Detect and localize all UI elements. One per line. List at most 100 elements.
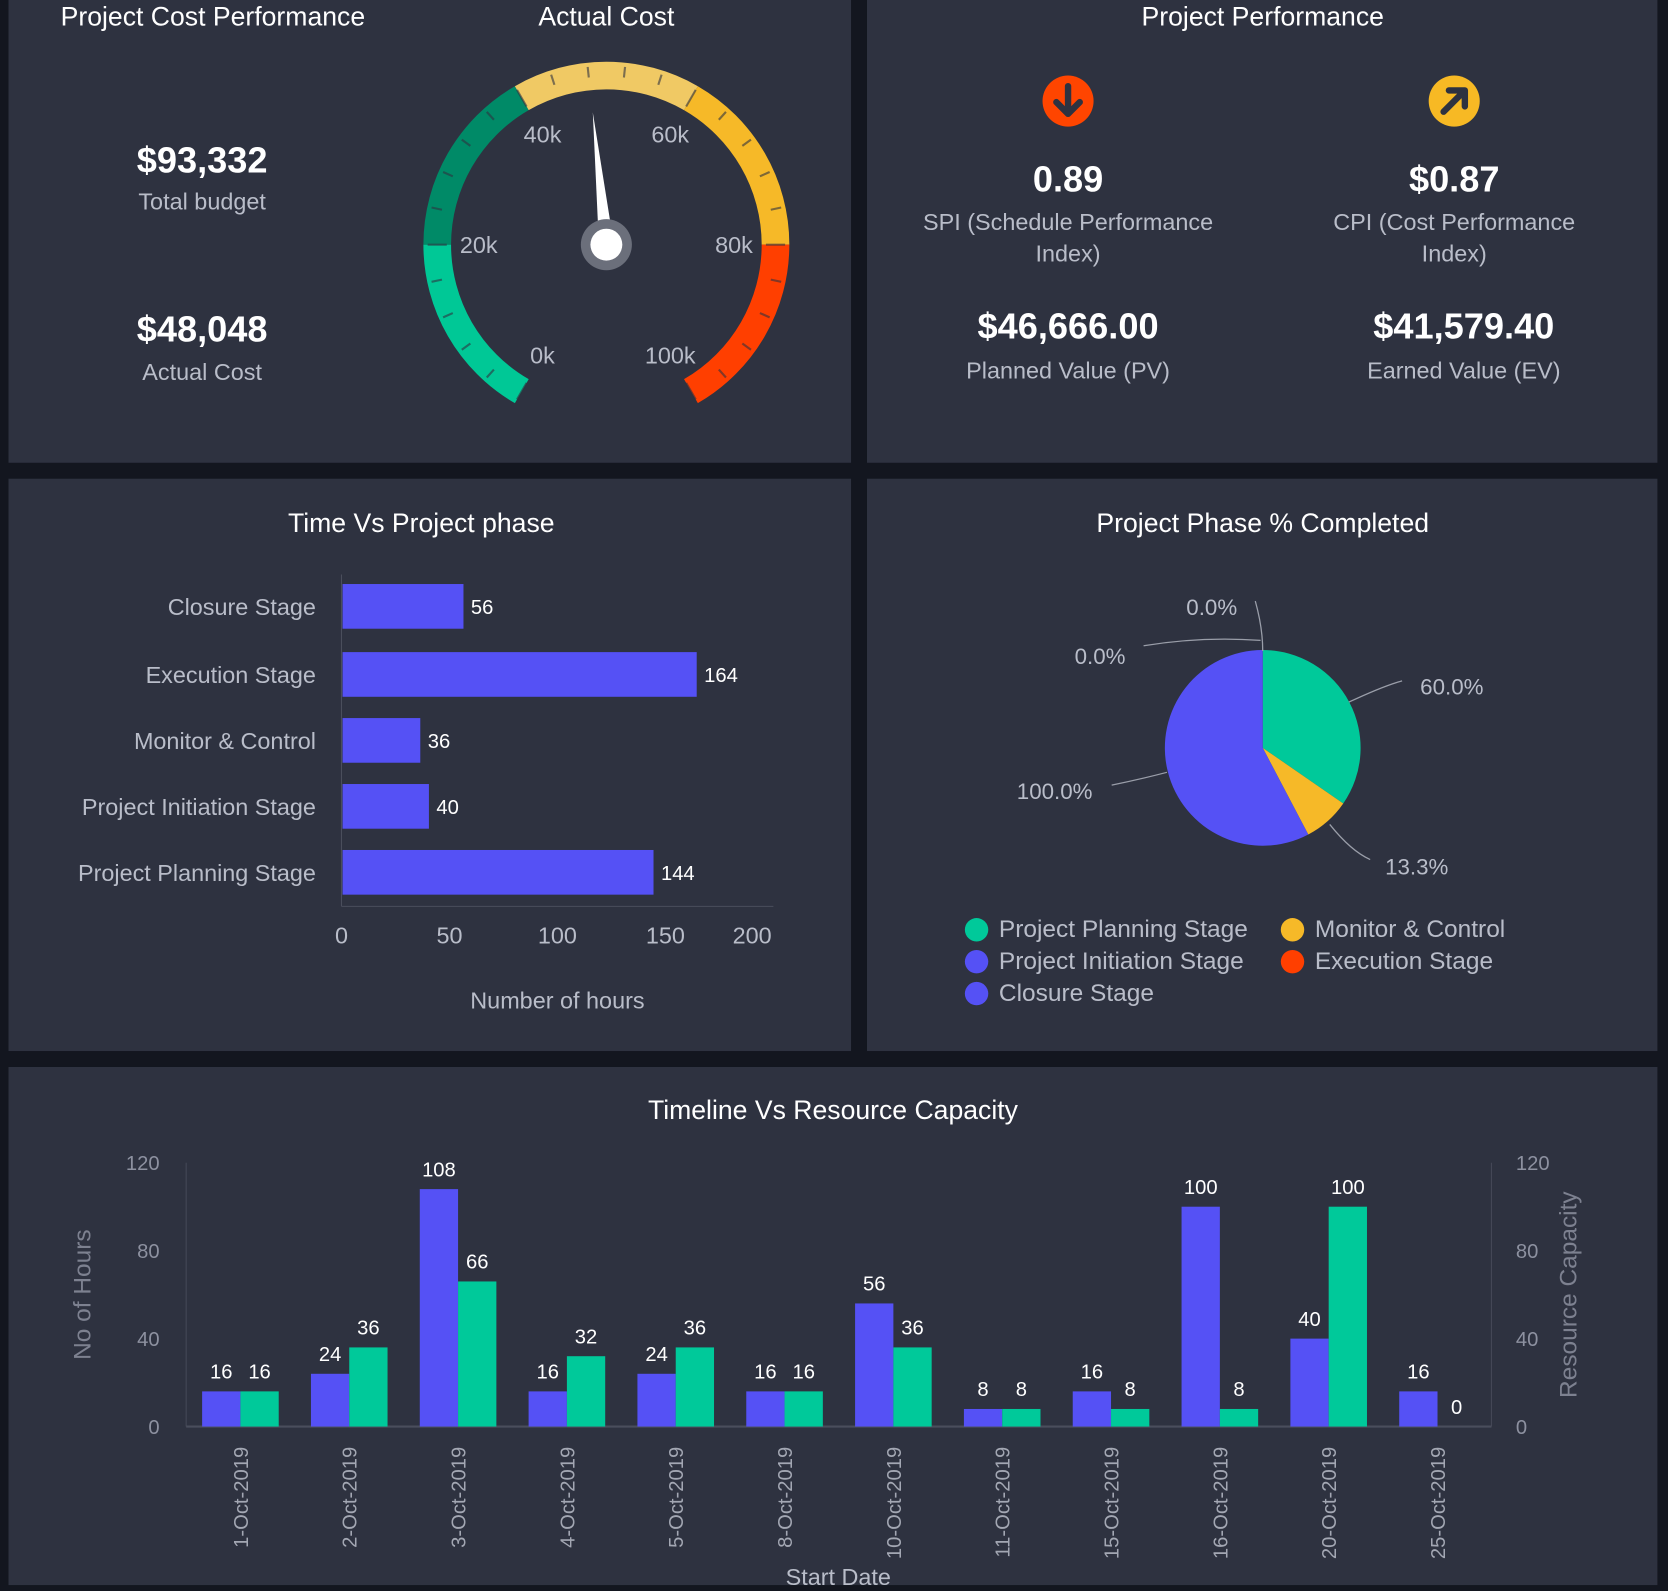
bar (1111, 1408, 1150, 1427)
pie-label: 60.0% (1420, 675, 1483, 700)
gauge-tick-label: 60k (651, 122, 689, 148)
project-performance-panel (866, 0, 1658, 463)
bar (458, 1281, 497, 1427)
data-label: 16 (1407, 1362, 1429, 1384)
x-tick-label: 10-Oct-2019 (884, 1447, 906, 1559)
bar (528, 1391, 567, 1427)
arrow-down-circle-icon (1042, 75, 1094, 127)
data-label: 40 (436, 797, 458, 819)
data-label: 100 (1184, 1177, 1218, 1199)
category-label: Closure Stage (168, 594, 316, 620)
ev-value: $41,579.40 (1373, 306, 1555, 347)
pie-label: 100.0% (1017, 779, 1093, 804)
performance-title: Project Performance (1141, 2, 1384, 32)
gauge-tick (685, 89, 697, 108)
data-label: 36 (684, 1318, 706, 1340)
bar (566, 1356, 606, 1427)
legend-item[interactable]: Project Planning Stage (964, 914, 1248, 944)
bar (349, 1347, 388, 1427)
x-tick-label: 0 (335, 923, 348, 949)
legend-item[interactable]: Execution Stage (1280, 946, 1494, 976)
gauge-tick (718, 368, 727, 379)
x-tick-label: 1-Oct-2019 (231, 1447, 253, 1548)
category-label: Project Initiation Stage (82, 794, 316, 820)
gauge-tick (685, 382, 697, 400)
bar (1072, 1391, 1112, 1427)
gauge-tick (622, 66, 627, 78)
gauge-tick-label: 100k (645, 343, 696, 369)
y-axis-title: No of Hours (69, 1229, 96, 1359)
x-tick-label: 25-Oct-2019 (1428, 1447, 1450, 1559)
bar (1399, 1391, 1438, 1427)
gauge-tick-label: 80k (715, 232, 753, 258)
data-label: 56 (471, 597, 493, 619)
gauge-tick (431, 206, 443, 211)
cpi-label: CPI (Cost Performance (1333, 208, 1576, 236)
y-tick-label: 80 (137, 1241, 159, 1263)
data-label: 8 (1125, 1379, 1136, 1401)
actual-cost-label: Actual Cost (142, 358, 262, 386)
data-label: 24 (645, 1344, 667, 1366)
gauge-tick (741, 138, 752, 147)
x-tick-label: 11-Oct-2019 (993, 1447, 1015, 1558)
ev-label: Earned Value (EV) (1367, 357, 1561, 385)
pie-slice (1262, 747, 1344, 835)
y-tick-label: 40 (137, 1329, 159, 1351)
gauge-band (684, 86, 790, 245)
gauge-tick (759, 312, 771, 319)
pie-slice (1262, 649, 1361, 804)
y2-tick-label: 120 (1516, 1153, 1550, 1175)
bar (342, 584, 464, 629)
legend-dot (1280, 917, 1305, 941)
x-tick-label: 16-Oct-2019 (1210, 1447, 1232, 1559)
data-label: 108 (422, 1159, 456, 1181)
gauge-tick (718, 111, 727, 121)
legend-item[interactable]: Monitor & Control (1280, 914, 1506, 944)
legend-label: Monitor & Control (1314, 914, 1506, 943)
y-tick-label: 120 (126, 1153, 160, 1175)
data-label: 16 (754, 1362, 776, 1384)
x-tick-label: 2-Oct-2019 (340, 1447, 362, 1548)
gauge-tick-label: 40k (524, 122, 562, 148)
bar (963, 1408, 1003, 1427)
bar (1290, 1338, 1329, 1427)
x-tick-label: 50 (436, 923, 462, 949)
data-label: 24 (319, 1344, 341, 1366)
x-tick-label: 8-Oct-2019 (775, 1447, 797, 1548)
data-label: 16 (248, 1362, 270, 1384)
gauge-band (423, 244, 529, 404)
pie-label: 0.0% (1186, 595, 1237, 620)
legend-label: Execution Stage (1314, 946, 1494, 975)
y2-tick-label: 40 (1516, 1329, 1538, 1351)
legend-dot (964, 949, 989, 973)
hbar-xlabel: Number of hours (470, 987, 645, 1014)
y2-tick-label: 80 (1516, 1241, 1538, 1263)
bar (1181, 1206, 1220, 1427)
bar (893, 1347, 932, 1427)
data-label: 40 (1298, 1309, 1320, 1331)
legend-item[interactable]: Project Initiation Stage (964, 947, 1244, 976)
bar (240, 1391, 279, 1427)
data-label: 8 (977, 1379, 988, 1401)
cpi-label-2: Index) (1421, 240, 1487, 268)
hbar-title: Time Vs Project phase (287, 508, 555, 539)
legend-dot (1280, 949, 1305, 973)
gauge-hub-center (590, 228, 623, 261)
bar (855, 1303, 894, 1427)
legend-label: Project Planning Stage (998, 914, 1248, 943)
y2-axis-title: Resource Capacity (1556, 1191, 1583, 1398)
legend-item[interactable]: Closure Stage (964, 979, 1154, 1008)
bar (784, 1391, 823, 1427)
gauge-tick (485, 368, 495, 379)
actual-cost-value: $48,048 (136, 309, 268, 350)
x-tick-label: 3-Oct-2019 (449, 1447, 471, 1548)
data-label: 8 (1016, 1379, 1027, 1401)
category-label: Project Planning Stage (78, 860, 316, 886)
spi-label-2: Index) (1035, 240, 1101, 268)
